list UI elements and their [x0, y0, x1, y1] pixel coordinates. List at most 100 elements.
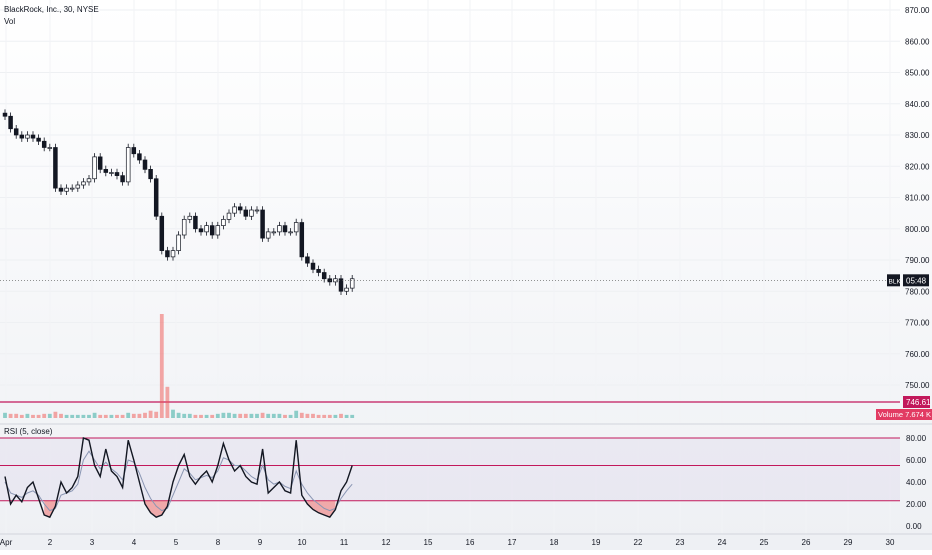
candle-body	[170, 250, 176, 258]
volume-bar	[210, 414, 215, 418]
price-tick-label: 790.00	[905, 256, 930, 265]
volume-legend[interactable]: Vol	[4, 17, 16, 26]
candle-body	[193, 215, 198, 230]
candle-body	[36, 137, 41, 142]
candle-body	[53, 147, 58, 189]
time-tick-label: 4	[132, 538, 137, 547]
candle-body	[277, 225, 282, 233]
rsi-tick-label: 60.00	[906, 456, 927, 465]
rsi-line	[4, 437, 353, 519]
candle-body	[321, 272, 327, 280]
time-tick-label: 16	[466, 538, 475, 547]
candle-body	[109, 172, 114, 174]
price-axis: 870.00 860.00 850.00 840.00 830.00 820.00 810.…	[905, 6, 930, 390]
volume-bar	[255, 413, 259, 418]
time-tick-label: 23	[676, 538, 685, 547]
price-tick-label: 820.00	[905, 162, 930, 171]
candle-body	[81, 181, 86, 186]
candle-body	[148, 169, 153, 180]
candle-body	[75, 184, 81, 189]
price-tick-label: 830.00	[905, 131, 930, 140]
candle-body	[316, 269, 321, 273]
price-tick-label: 810.00	[905, 194, 930, 203]
volume-bar	[271, 413, 276, 418]
candle-body	[30, 134, 36, 139]
candle-body	[237, 206, 243, 211]
candle-body	[97, 156, 103, 170]
volume-bar	[187, 413, 192, 418]
volume-bar	[154, 411, 159, 418]
support-line-group: 746.61	[0, 396, 931, 408]
volume-bar	[143, 412, 147, 418]
price-tick-label: 750.00	[905, 381, 930, 390]
candle-body	[41, 140, 47, 148]
time-tick-label: 25	[760, 538, 769, 547]
volume-bar	[243, 413, 248, 418]
volume-bar	[126, 412, 131, 418]
volume-bar	[277, 413, 282, 418]
support-badge	[903, 396, 930, 408]
candle-body	[176, 234, 181, 251]
time-tick-label: 8	[216, 538, 221, 547]
rsi-legend[interactable]: RSI (5, close)	[4, 427, 53, 436]
last-price-countdown: 05:48	[906, 276, 927, 285]
candle-body	[114, 172, 120, 176]
volume-bar	[350, 414, 355, 418]
support-badge-label: 746.61	[906, 398, 931, 407]
time-tick-label: 30	[886, 538, 895, 547]
candle-body	[69, 187, 75, 190]
candles	[2, 109, 355, 295]
price-tick-label: 770.00	[905, 319, 930, 328]
candle-body	[19, 134, 25, 139]
volume-badge-label: Volume 7.674 K	[878, 410, 931, 419]
volume-bar	[182, 413, 187, 418]
volume-bar	[53, 411, 58, 418]
volume-bar	[327, 414, 332, 418]
candle-body	[305, 256, 310, 264]
candle-body	[232, 206, 237, 214]
time-tick-label: 5	[174, 538, 179, 547]
volume-bar	[283, 414, 287, 418]
candle-body	[181, 219, 187, 236]
candle-body	[131, 147, 137, 155]
volume-bar	[98, 414, 103, 418]
volume-bar	[137, 413, 142, 418]
symbol-legend[interactable]: BlackRock, Inc., 30, NYSE	[4, 5, 99, 14]
time-tick-label: 9	[258, 538, 263, 547]
volume-bar	[159, 314, 164, 418]
price-tick-label: 850.00	[905, 69, 930, 78]
time-tick-label: 10	[298, 538, 307, 547]
volume-bar	[3, 412, 7, 418]
candle-body	[288, 231, 293, 234]
volume-bar	[70, 414, 75, 418]
volume-bar	[294, 410, 299, 418]
price-tick-label: 870.00	[905, 6, 930, 15]
candle-body	[86, 178, 92, 183]
volume-bar	[171, 409, 175, 418]
candle-body	[271, 231, 277, 234]
volume-bar	[215, 413, 220, 418]
candle-body	[260, 209, 265, 239]
candle-body	[120, 175, 125, 183]
volume-bar	[333, 414, 338, 418]
rsi-tick-label: 40.00	[906, 478, 927, 487]
volume-bar	[199, 414, 203, 418]
candle-body	[64, 187, 69, 192]
time-axis: Apr 2 3 4 5 8 9 10 11 12 15 16 17 18 19 22 23 24 25 26 29 30	[0, 533, 932, 547]
candle-body	[293, 222, 299, 233]
time-tick-label: 26	[802, 538, 811, 547]
candle-body	[282, 225, 288, 233]
candle-body	[13, 128, 19, 136]
last-price-symbol: BLK	[889, 278, 902, 285]
rsi-oversold-fill	[44, 500, 56, 518]
volume-bar	[266, 413, 271, 418]
volume-bar	[344, 414, 349, 418]
candle-body	[198, 228, 204, 233]
volume-bar	[148, 410, 153, 418]
candle-body	[159, 215, 165, 251]
volume-bar	[81, 414, 86, 418]
candle-body	[125, 147, 131, 183]
volume-bar	[47, 413, 52, 418]
